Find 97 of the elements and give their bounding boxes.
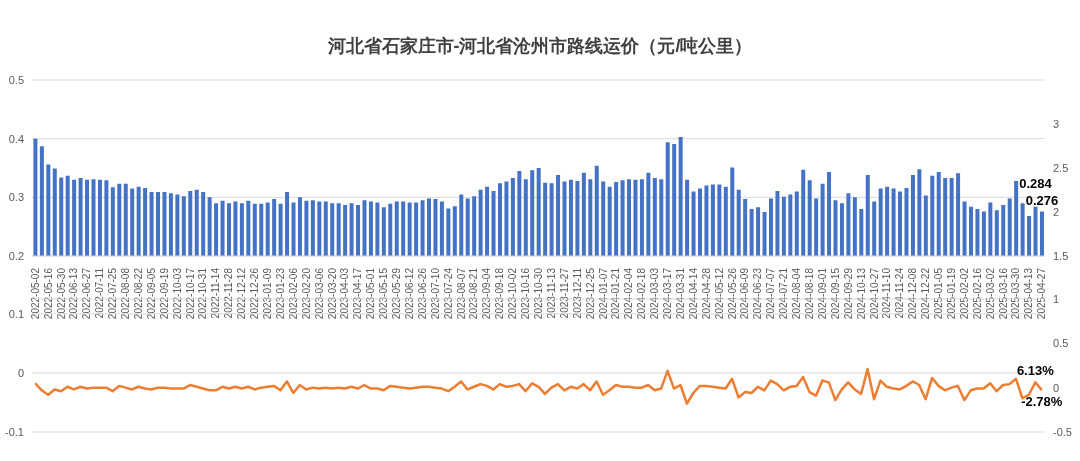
x-tick-label: 2024-12-08 <box>907 267 919 320</box>
x-tick-label: 2025-02-16 <box>971 267 983 320</box>
x-tick-label: 2023-10-30 <box>533 267 544 320</box>
x-tick-label: 2025-03-02 <box>984 267 996 320</box>
y-tick-label: 0.1 <box>8 307 24 320</box>
x-tick-label: 2022-06-13 <box>68 267 80 320</box>
x-tick-label: 2024-03-31 <box>674 267 686 320</box>
x-tick-label: 2024-01-21 <box>610 267 622 320</box>
x-tick-label: 2022-05-30 <box>55 267 67 320</box>
x-tick-label: 2023-03-06 <box>313 267 325 320</box>
x-tick-label: 2022-10-03 <box>171 267 183 320</box>
y-tick-label: 0.2 <box>8 249 24 262</box>
y2-tick-label: 0.5 <box>1053 337 1069 350</box>
x-tick-label: 2023-05-29 <box>391 267 403 320</box>
x-tick-label: 2023-06-26 <box>416 267 428 320</box>
x-tick-label: 2023-11-27 <box>558 267 570 319</box>
x-tick-label: 2024-06-23 <box>752 267 764 320</box>
x-tick-label: 2025-04-13 <box>1023 267 1035 320</box>
x-tick-label: 2023-08-21 <box>468 267 480 320</box>
x-tick-label: 2024-06-09 <box>739 267 751 320</box>
x-tick-label: 2024-09-15 <box>829 267 841 320</box>
x-tick-label: 2023-01-09 <box>262 267 274 320</box>
y-tick-label: 0.5 <box>8 73 24 86</box>
y2-tick-label: 3 <box>1053 117 1060 130</box>
x-tick-label: 2024-08-18 <box>803 267 815 320</box>
x-tick-label: 2022-09-19 <box>158 267 170 320</box>
x-tick-label: 2022-11-28 <box>223 267 235 319</box>
x-tick-label: 2023-10-16 <box>520 267 532 320</box>
x-tick-label: 2023-12-11 <box>571 267 583 319</box>
x-tick-label: 2023-06-12 <box>403 267 415 320</box>
x-tick-label: 2024-12-22 <box>920 267 932 320</box>
x-tick-label: 2023-10-02 <box>507 267 519 320</box>
x-tick-label: 2025-02-02 <box>958 267 970 320</box>
x-tick-label: 2025-04-27 <box>1036 267 1048 320</box>
x-tick-label: 2024-11-10 <box>881 267 893 319</box>
data-label: 0.284 <box>1019 175 1053 191</box>
x-tick-label: 2024-05-26 <box>726 267 738 320</box>
x-tick-label: 2024-04-28 <box>700 267 712 320</box>
x-tick-label: 2022-12-26 <box>249 267 261 320</box>
x-tick-label: 2022-10-17 <box>184 267 196 320</box>
x-tick-label: 2024-08-04 <box>791 267 803 320</box>
x-tick-label: 2022-08-08 <box>120 267 132 320</box>
y-tick-label: 0 <box>17 366 24 379</box>
x-tick-label: 2024-05-12 <box>713 267 725 320</box>
x-tick-label: 2024-11-24 <box>894 267 906 319</box>
x-tick-label: 2025-03-16 <box>997 267 1009 320</box>
x-tick-label: 2022-06-27 <box>81 267 93 320</box>
x-tick-label: 2023-09-18 <box>494 267 506 320</box>
x-tick-label: 2024-03-17 <box>662 267 674 320</box>
x-tick-label: 2024-02-04 <box>623 267 635 320</box>
data-label: 6.13% <box>1016 363 1055 379</box>
y2-tick-label: 0 <box>1053 381 1060 394</box>
x-tick-label: 2023-03-20 <box>326 267 338 320</box>
x-tick-label: 2025-01-19 <box>945 267 957 320</box>
x-tick-label: 2022-07-25 <box>107 267 119 320</box>
x-tick-label: 2022-05-16 <box>42 267 54 320</box>
x-tick-label: 2023-05-15 <box>378 267 390 320</box>
x-tick-label: 2023-04-03 <box>339 267 351 320</box>
x-tick-label: 2024-10-13 <box>855 267 867 320</box>
x-tick-label: 2022-07-11 <box>94 267 106 319</box>
x-tick-label: 2023-08-07 <box>455 267 467 320</box>
y-tick-label: 0.3 <box>8 191 24 204</box>
x-tick-label: 2022-12-12 <box>236 267 248 320</box>
x-tick-label: 2022-11-14 <box>210 267 222 319</box>
data-label: -2.78% <box>1021 394 1063 410</box>
x-tick-label: 2025-03-30 <box>1010 267 1022 320</box>
x-tick-label: 2024-02-18 <box>636 267 648 320</box>
x-tick-label: 2023-05-01 <box>365 267 377 320</box>
y2-tick-label: -0.5 <box>1053 425 1072 438</box>
y-tick-label: 0.4 <box>8 132 24 145</box>
x-tick-label: 2024-01-07 <box>597 267 609 320</box>
x-tick-label: 2024-04-14 <box>687 267 699 320</box>
x-tick-label: 2024-09-29 <box>842 267 854 320</box>
x-tick-label: 2024-10-27 <box>868 267 880 320</box>
chart-title: 河北省石家庄市-河北省沧州市路线运价（元/吨公里） <box>326 35 754 58</box>
x-tick-label: 2023-07-10 <box>429 267 441 320</box>
y-tick-label: -0.1 <box>5 425 24 438</box>
x-tick-label: 2022-05-02 <box>29 267 41 320</box>
x-tick-label: 2023-09-04 <box>481 267 493 320</box>
x-tick-label: 2024-07-07 <box>765 267 777 320</box>
x-tick-label: 2023-04-17 <box>352 267 364 320</box>
x-tick-label: 2023-12-25 <box>584 267 596 320</box>
y2-tick-label: 1.5 <box>1053 249 1069 262</box>
x-tick-label: 2022-09-05 <box>145 267 157 320</box>
x-tick-label: 2022-10-31 <box>197 267 209 320</box>
x-tick-label: 2023-02-06 <box>287 267 299 320</box>
x-tick-label: 2025-01-05 <box>933 267 945 320</box>
x-tick-label: 2023-01-23 <box>274 267 286 320</box>
x-tick-label: 2022-08-22 <box>132 267 144 320</box>
x-tick-label: 2023-02-20 <box>300 267 312 320</box>
y2-tick-label: 1 <box>1053 292 1060 305</box>
x-tick-label: 2024-07-21 <box>778 267 790 320</box>
x-tick-label: 2023-07-24 <box>442 267 454 320</box>
x-tick-label: 2024-09-01 <box>816 267 828 320</box>
x-tick-label: 2024-03-03 <box>649 267 661 320</box>
x-tick-label: 2023-11-13 <box>545 267 557 319</box>
y2-tick-label: 2.5 <box>1053 161 1069 174</box>
